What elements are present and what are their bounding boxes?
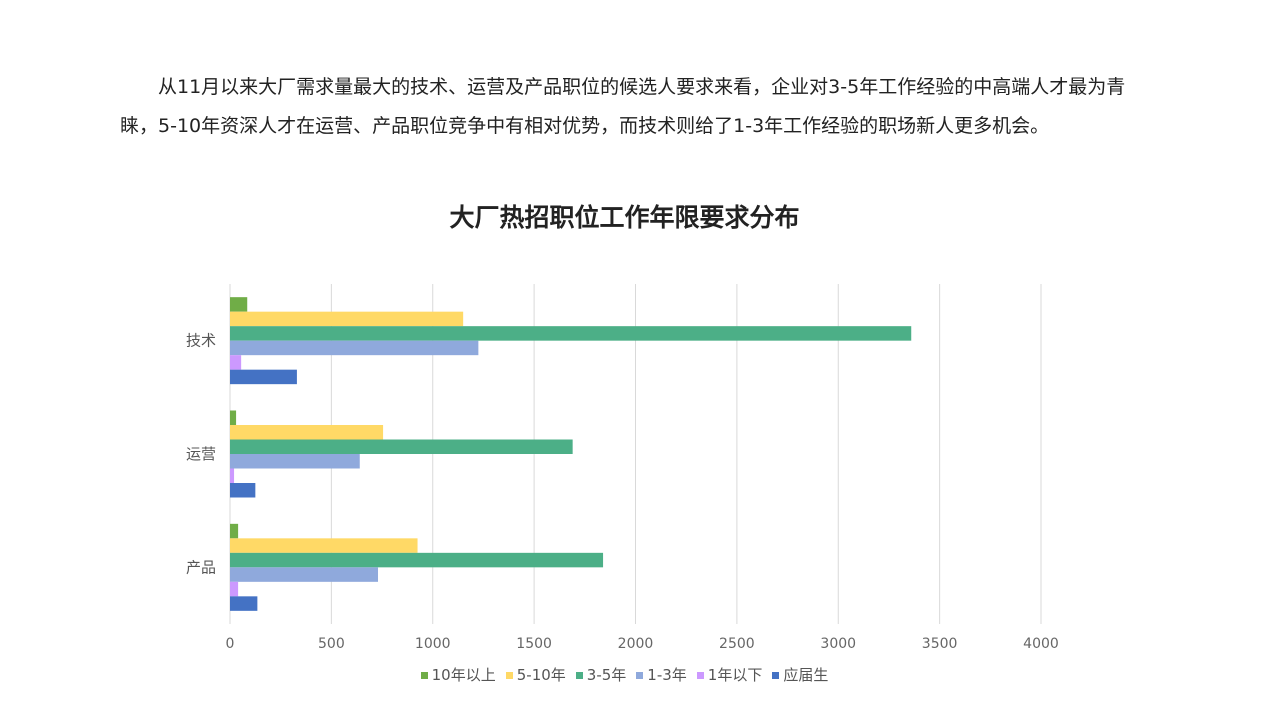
legend-item: 1-3年 — [636, 664, 687, 685]
bar-产品-5-10年 — [230, 538, 418, 553]
legend-swatch — [636, 672, 644, 679]
legend-swatch — [505, 672, 513, 679]
x-tick-label: 1000 — [415, 636, 451, 652]
legend-item: 3-5年 — [575, 664, 627, 685]
bar-运营-3-5年 — [230, 439, 573, 454]
legend-swatch — [575, 672, 583, 679]
legend-item: 5-10年 — [505, 664, 566, 685]
legend-swatch — [696, 672, 704, 679]
bar-产品-1-3年 — [230, 567, 379, 582]
x-tick-label: 500 — [318, 636, 345, 652]
bar-技术-3-5年 — [230, 326, 912, 341]
legend-label: 10年以上 — [431, 666, 496, 684]
legend-label: 1-3年 — [647, 666, 687, 684]
bar-技术-应届生 — [230, 369, 297, 385]
chart-title: 大厂热招职位工作年限要求分布 — [449, 203, 800, 232]
legend-label: 1年以下 — [707, 666, 763, 684]
bar-技术-1-3年 — [230, 340, 479, 356]
x-axis-ticks: 0 500 1000 1500 2000 2500 3000 3500 4000 — [226, 636, 1059, 652]
legend-label: 5-10年 — [516, 666, 566, 684]
bar-技术-10年以上 — [230, 297, 248, 312]
bar-技术-5-10年 — [230, 311, 464, 327]
legend-item: 10年以上 — [420, 664, 496, 685]
intro-paragraph: 从11月以来大厂需求量最大的技术、运营及产品职位的候选人要求来看，企业对3-5年… — [120, 68, 1160, 146]
bar-产品-应届生 — [230, 596, 258, 611]
bar-运营-5-10年 — [230, 425, 384, 440]
legend-label: 3-5年 — [586, 666, 627, 684]
x-tick-label: 0 — [226, 636, 235, 652]
bar-产品-10年以上 — [230, 523, 239, 539]
legend-item: 1年以下 — [696, 664, 763, 685]
bar-技术-1年以下 — [230, 355, 242, 370]
legend-swatch — [772, 672, 780, 679]
x-tick-label: 1500 — [516, 636, 552, 652]
legend-label: 应届生 — [783, 666, 829, 684]
legend-swatch — [420, 672, 428, 679]
y-category-label: 技术 — [186, 332, 216, 350]
bar-产品-3-5年 — [230, 552, 604, 568]
y-category-label: 运营 — [186, 445, 216, 463]
intro-text: 从11月以来大厂需求量最大的技术、运营及产品职位的候选人要求来看，企业对3-5年… — [120, 76, 1126, 137]
y-category-label: 产品 — [186, 558, 216, 576]
x-tick-label: 3500 — [922, 636, 958, 652]
bar-运营-1-3年 — [230, 454, 360, 469]
x-tick-label: 2000 — [618, 636, 654, 652]
bar-运营-10年以上 — [230, 410, 237, 425]
bar-运营-1年以下 — [230, 468, 235, 483]
x-tick-label: 4000 — [1023, 636, 1059, 652]
chart-legend: 10年以上 5-10年 3-5年 1-3年 1年以下 应届生 — [0, 664, 1249, 685]
bar-产品-1年以下 — [230, 581, 239, 597]
chart-bars — [230, 297, 912, 611]
x-tick-label: 3000 — [820, 636, 856, 652]
bar-运营-应届生 — [230, 483, 256, 498]
legend-item: 应届生 — [772, 664, 828, 685]
x-tick-label: 2500 — [719, 636, 755, 652]
